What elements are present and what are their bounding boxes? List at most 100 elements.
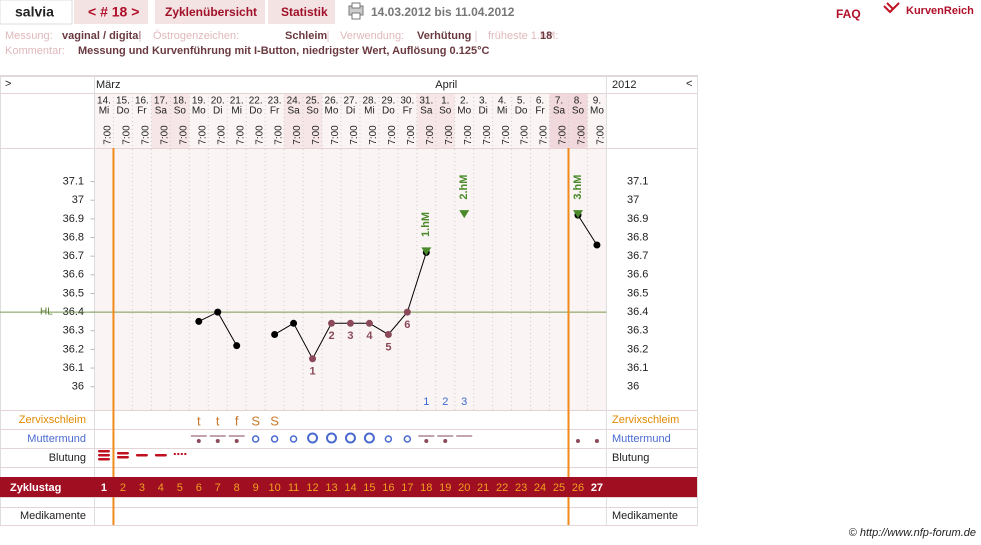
day-date: 30. bbox=[400, 96, 414, 107]
day-date: 9. bbox=[593, 96, 601, 107]
weekday: Do bbox=[117, 106, 130, 117]
bleeding bbox=[135, 454, 148, 457]
bleeding bbox=[97, 454, 110, 457]
tab[interactable] bbox=[268, 0, 335, 24]
cycle-day: 18 bbox=[420, 482, 432, 494]
row-label: Muttermund bbox=[27, 433, 86, 445]
day-date: 2. bbox=[460, 96, 468, 107]
day-date: 4. bbox=[498, 96, 506, 107]
cycle-day: 15 bbox=[363, 482, 375, 494]
weekday: Do bbox=[249, 106, 262, 117]
time: 7:00 bbox=[387, 125, 398, 145]
name-box bbox=[0, 0, 73, 25]
info-label: früheste 1.hM: bbox=[488, 30, 558, 42]
low-label: 2 bbox=[328, 330, 334, 342]
info-value: Schleim bbox=[285, 30, 327, 42]
bleeding bbox=[97, 450, 110, 453]
cycle-day: 27 bbox=[591, 482, 603, 494]
mm-circle bbox=[363, 432, 375, 444]
mm-circle bbox=[326, 432, 337, 444]
day-date: 20. bbox=[211, 96, 225, 107]
time: 7:00 bbox=[141, 125, 152, 145]
cycle-day: 4 bbox=[158, 482, 164, 494]
mm-dot bbox=[594, 439, 599, 443]
day-date: 15. bbox=[116, 96, 130, 107]
weekend-header bbox=[170, 93, 190, 148]
time: 7:00 bbox=[330, 125, 341, 145]
y-tick-label: 36.9 bbox=[63, 213, 84, 225]
weekend-header bbox=[435, 93, 455, 148]
hm-marker bbox=[459, 210, 470, 219]
day-date: 19. bbox=[192, 96, 206, 107]
day-date: 14. bbox=[97, 96, 111, 107]
hm-label: 1.hM bbox=[420, 212, 432, 237]
cycle-day: 21 bbox=[477, 482, 489, 494]
zervix-sign: S bbox=[251, 413, 260, 428]
month: März bbox=[96, 79, 120, 91]
mm-dot bbox=[234, 439, 239, 443]
brand[interactable]: KurvenReich bbox=[906, 5, 974, 17]
day-date: 23. bbox=[268, 96, 282, 107]
y-tick-label: 37 bbox=[627, 194, 639, 206]
weekday: Di bbox=[213, 106, 222, 117]
cycle-day: 23 bbox=[515, 482, 527, 494]
tab-label[interactable]: Zyklenübersicht bbox=[165, 5, 257, 19]
weekday: So bbox=[174, 106, 187, 117]
low-label: 4 bbox=[366, 330, 373, 342]
y-tick-label: 36.6 bbox=[627, 269, 648, 281]
weekday: Mi bbox=[231, 106, 242, 117]
cycle-day: 13 bbox=[325, 482, 337, 494]
row-label: Zervixschleim bbox=[612, 414, 679, 426]
low-label: 5 bbox=[385, 341, 391, 353]
faq-link[interactable]: FAQ bbox=[836, 7, 861, 21]
weekday: So bbox=[439, 106, 452, 117]
time: 7:00 bbox=[539, 125, 550, 145]
weekday: Do bbox=[382, 106, 395, 117]
bleeding bbox=[184, 453, 187, 455]
time: 7:00 bbox=[444, 125, 455, 145]
bleeding bbox=[180, 453, 183, 455]
cycle-box[interactable] bbox=[74, 0, 148, 24]
nav[interactable]: > bbox=[5, 78, 11, 90]
time: 7:00 bbox=[596, 125, 607, 145]
y-tick-label: 36.7 bbox=[63, 250, 84, 262]
cycle-day: 17 bbox=[401, 482, 413, 494]
y-tick-label: 36.9 bbox=[627, 213, 648, 225]
mm-dot bbox=[215, 439, 220, 443]
weekend-header bbox=[549, 93, 569, 148]
count-label: 1 bbox=[423, 396, 429, 408]
cycle-day: 16 bbox=[382, 482, 394, 494]
tab-label[interactable]: Statistik bbox=[281, 5, 328, 19]
day-date: 25. bbox=[306, 96, 320, 107]
temperature-point bbox=[233, 342, 241, 350]
day-date: 27. bbox=[344, 96, 358, 107]
cycle-day: 26 bbox=[572, 482, 584, 494]
print-icon[interactable] bbox=[348, 2, 364, 20]
hm-label: 3.hM bbox=[572, 175, 584, 200]
time: 7:00 bbox=[482, 125, 493, 145]
hm-marker bbox=[421, 247, 432, 256]
day-date: 28. bbox=[362, 96, 376, 107]
info-label: Kommentar: bbox=[5, 45, 65, 57]
weekend-header bbox=[568, 93, 588, 148]
time: 7:00 bbox=[406, 125, 417, 145]
mm-dot bbox=[424, 439, 429, 443]
weekday: Mo bbox=[325, 106, 339, 117]
weekday: Fr bbox=[270, 106, 280, 117]
weekday: Mo bbox=[457, 106, 471, 117]
mm-circle bbox=[384, 435, 393, 443]
mm-circle bbox=[270, 435, 279, 443]
bleeding bbox=[173, 453, 176, 455]
mm-circle bbox=[251, 435, 260, 443]
cycle-nav[interactable]: < # 18 > bbox=[88, 4, 139, 20]
temperature-point bbox=[365, 319, 373, 327]
tab[interactable] bbox=[155, 0, 265, 24]
nav[interactable]: < bbox=[686, 78, 692, 90]
weekday: Fr bbox=[535, 106, 545, 117]
weekend-header bbox=[151, 93, 171, 148]
cycle-day: 3 bbox=[139, 482, 145, 494]
zervix-sign: t bbox=[197, 413, 201, 428]
y-tick-label: 36 bbox=[72, 381, 84, 393]
day-date: 26. bbox=[325, 96, 339, 107]
